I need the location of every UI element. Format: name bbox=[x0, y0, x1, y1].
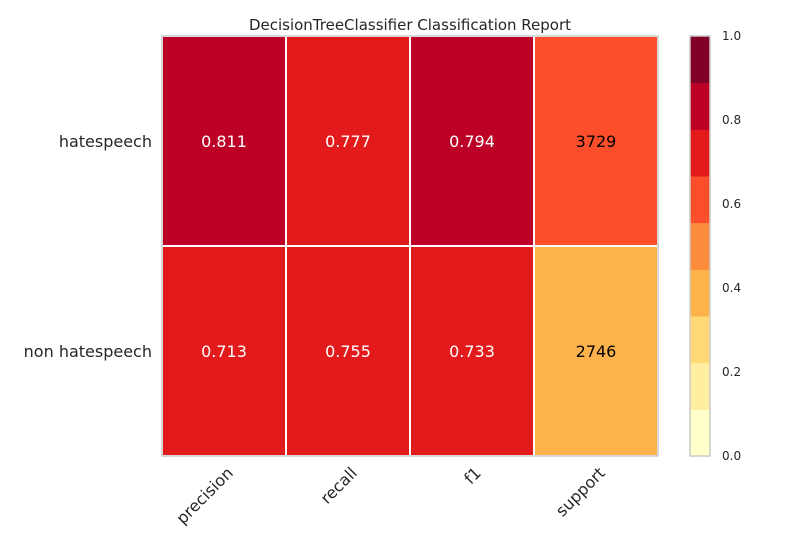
colorbar-segment bbox=[690, 269, 710, 317]
cell-value-label: 0.794 bbox=[449, 132, 495, 151]
colorbar-tick-label: 0.4 bbox=[722, 281, 741, 295]
heatmap-cell bbox=[161, 35, 287, 247]
column-label: support bbox=[552, 463, 609, 520]
cell-value-label: 3729 bbox=[576, 132, 617, 151]
cell-value-label: 0.755 bbox=[325, 342, 371, 361]
colorbar-tick-label: 1.0 bbox=[722, 29, 741, 43]
heatmap-frame bbox=[161, 35, 659, 457]
column-label: recall bbox=[317, 463, 361, 507]
colorbar-segment bbox=[690, 409, 710, 457]
row-labels: hatespeech non hatespeech bbox=[24, 132, 152, 361]
colorbar: 0.0 0.2 0.4 0.6 0.8 1.0 bbox=[689, 29, 741, 463]
heatmap-cell bbox=[285, 245, 411, 457]
column-labels: precision recall f1 support bbox=[172, 463, 608, 527]
cell-value-label: 0.713 bbox=[201, 342, 247, 361]
heatmap-cell bbox=[533, 245, 659, 457]
cell-value-label: 0.777 bbox=[325, 132, 371, 151]
colorbar-tick-label: 0.6 bbox=[722, 197, 741, 211]
cell-value-label: 0.811 bbox=[201, 132, 247, 151]
cell-value-label: 2746 bbox=[576, 342, 617, 361]
column-label: f1 bbox=[460, 463, 485, 488]
colorbar-tick-label: 0.2 bbox=[722, 365, 741, 379]
colorbar-segment bbox=[690, 36, 710, 84]
heatmap-cell bbox=[285, 35, 411, 247]
row-label: hatespeech bbox=[59, 132, 152, 151]
column-label: precision bbox=[172, 463, 236, 527]
heatmap-cell bbox=[533, 35, 659, 247]
colorbar-segment bbox=[690, 222, 710, 270]
colorbar-tick-label: 0.0 bbox=[722, 449, 741, 463]
colorbar-tick-label: 0.8 bbox=[722, 113, 741, 127]
colorbar-segment bbox=[690, 82, 710, 130]
chart-title: DecisionTreeClassifier Classification Re… bbox=[249, 16, 571, 34]
colorbar-segment bbox=[690, 362, 710, 410]
colorbar-segment bbox=[690, 129, 710, 177]
colorbar-segment bbox=[690, 316, 710, 364]
heatmap-cells bbox=[161, 35, 659, 457]
row-label: non hatespeech bbox=[24, 342, 152, 361]
colorbar-frame bbox=[689, 35, 711, 457]
colorbar-segment bbox=[690, 176, 710, 224]
cell-value-label: 0.733 bbox=[449, 342, 495, 361]
heatmap-cell bbox=[161, 245, 287, 457]
heatmap-labels: 0.811 0.777 0.794 3729 0.713 0.755 0.733 2746 bbox=[201, 132, 616, 361]
